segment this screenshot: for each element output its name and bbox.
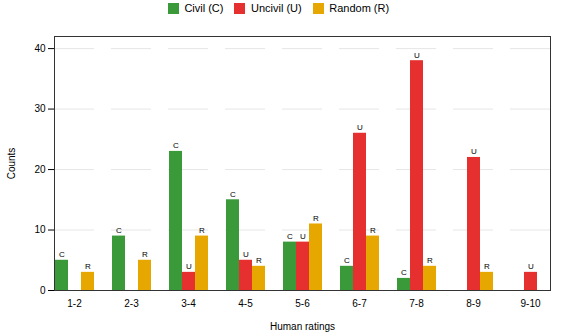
svg-text:R: R	[313, 214, 319, 223]
svg-text:R: R	[427, 256, 433, 265]
svg-text:5-6: 5-6	[295, 298, 310, 309]
svg-text:U: U	[186, 262, 192, 271]
html-text:Uncivil (U): Uncivil (U)	[251, 2, 302, 15]
svg-text:C: C	[173, 141, 179, 150]
svg-text:R: R	[199, 226, 205, 235]
svg-text:U: U	[357, 123, 363, 132]
svg-text:C: C	[116, 226, 122, 235]
svg-text:U: U	[414, 51, 420, 60]
svg-text:R: R	[85, 262, 91, 271]
svg-text:10: 10	[34, 224, 46, 235]
svg-text:1-2: 1-2	[67, 298, 82, 309]
svg-text:Counts: Counts	[6, 148, 17, 180]
svg-text:U: U	[243, 250, 249, 259]
svg-text:C: C	[230, 190, 236, 199]
svg-text:3-4: 3-4	[181, 298, 196, 309]
svg-text:0: 0	[40, 285, 46, 296]
svg-text:C: C	[59, 250, 65, 259]
svg-text:6-7: 6-7	[352, 298, 367, 309]
html-text:Random (R): Random (R)	[329, 2, 390, 15]
svg-text:7-8: 7-8	[409, 298, 424, 309]
svg-text:4-5: 4-5	[238, 298, 253, 309]
svg-text:20: 20	[34, 164, 46, 175]
svg-text:8-9: 8-9	[466, 298, 481, 309]
html-text:Civil (C): Civil (C)	[184, 2, 224, 15]
svg-text:R: R	[484, 262, 490, 271]
svg-text:R: R	[256, 256, 262, 265]
svg-text:C: C	[344, 256, 350, 265]
svg-text:U: U	[471, 147, 477, 156]
svg-text:C: C	[401, 268, 407, 277]
svg-text:30: 30	[34, 103, 46, 114]
svg-text:R: R	[370, 226, 376, 235]
svg-text:2-3: 2-3	[124, 298, 139, 309]
svg-text:R: R	[142, 250, 148, 259]
svg-text:40: 40	[34, 43, 46, 54]
svg-text:U: U	[300, 232, 306, 241]
svg-text:9-10: 9-10	[520, 298, 540, 309]
svg-text:Human ratings: Human ratings	[270, 321, 335, 332]
svg-text:C: C	[287, 232, 293, 241]
svg-text:U: U	[528, 262, 534, 271]
